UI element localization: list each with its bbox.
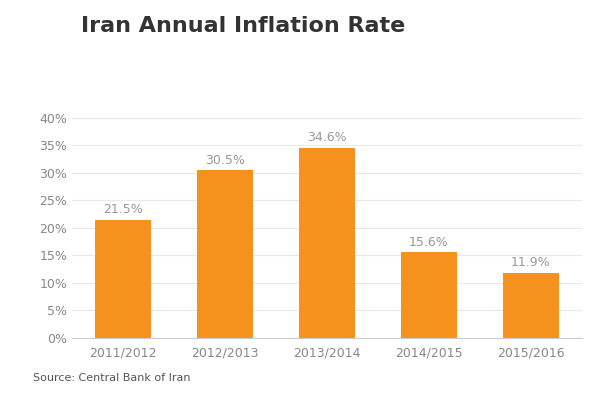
Text: 11.9%: 11.9% [511, 256, 551, 269]
Bar [95, 220, 151, 338]
Text: 21.5%: 21.5% [103, 204, 143, 217]
Text: Source: Central Bank of Iran: Source: Central Bank of Iran [33, 373, 191, 383]
Bar [299, 148, 355, 338]
Text: 30.5%: 30.5% [205, 154, 245, 167]
Text: 15.6%: 15.6% [409, 236, 449, 249]
Text: 34.6%: 34.6% [307, 131, 347, 144]
Bar [401, 252, 457, 338]
Bar [197, 170, 253, 338]
Bar [503, 272, 559, 338]
Text: Iran Annual Inflation Rate: Iran Annual Inflation Rate [81, 16, 405, 36]
